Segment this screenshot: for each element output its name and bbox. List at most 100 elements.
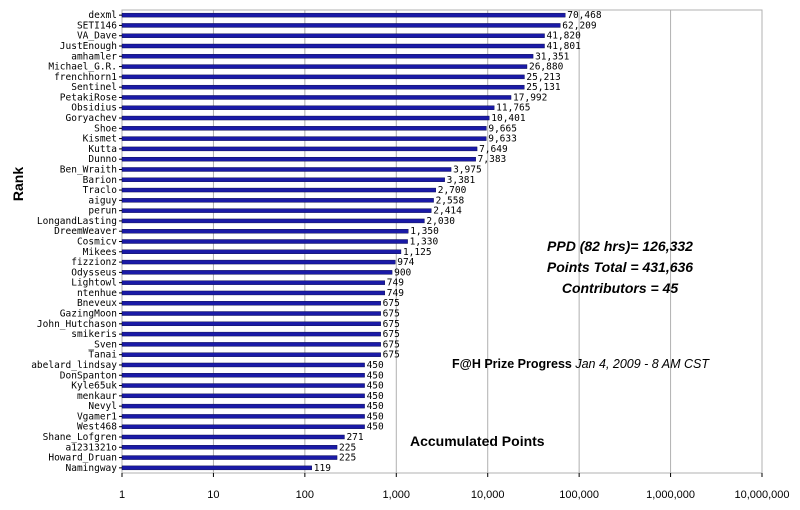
value-label: 70,468: [567, 10, 602, 21]
category-label: Goryachev: [66, 113, 118, 124]
bar: [121, 414, 365, 419]
value-label: 2,414: [433, 206, 462, 217]
category-label: Namingway: [66, 463, 118, 474]
value-label: 41,820: [547, 31, 582, 42]
category-label: menkaur: [77, 391, 117, 402]
category-label: a1231321o: [66, 442, 118, 453]
category-label: John_Hutchason: [37, 319, 117, 330]
category-label: GazingMoon: [60, 309, 117, 320]
bar: [121, 208, 432, 213]
value-label: 3,975: [453, 164, 482, 175]
bar: [121, 259, 396, 265]
x-tick-label: 10,000,000: [734, 489, 789, 501]
category-label: amhamler: [71, 51, 117, 62]
bar: [121, 331, 381, 337]
x-tick-label: 1: [119, 489, 125, 501]
chart-subtitle: Accumulated Points: [410, 433, 545, 449]
category-label: Kutta: [88, 144, 117, 155]
bar: [121, 342, 381, 347]
bar: [121, 84, 525, 90]
category-label: Bneveux: [77, 298, 117, 309]
value-label: 749: [387, 288, 404, 299]
category-label: Michael_G.R.: [48, 62, 117, 73]
value-label: 450: [367, 360, 384, 371]
value-label: 41,801: [547, 41, 582, 52]
category-label: aiguy: [88, 195, 117, 206]
value-label: 675: [383, 329, 400, 340]
value-label: 2,700: [438, 185, 467, 196]
bar: [121, 445, 338, 450]
category-label: dexml: [88, 10, 117, 21]
bar: [121, 465, 312, 471]
category-label: Vgamer1: [77, 411, 117, 422]
value-label: 3,381: [447, 175, 476, 186]
value-labels: 70,46862,20941,82041,80131,35126,88025,2…: [314, 10, 602, 474]
category-label: fizzionz: [71, 257, 117, 268]
ppd-text: PPD (82 hrs)= 126,332: [547, 238, 693, 254]
bar: [121, 95, 512, 100]
bar-series: [121, 12, 566, 471]
category-label: Kismet: [83, 134, 117, 145]
bar: [121, 126, 487, 131]
category-label: Lightowl: [71, 278, 117, 289]
x-tick-label: 1,000: [383, 489, 411, 501]
bar: [121, 177, 445, 182]
category-label: Howard_Druan: [48, 453, 117, 464]
y-axis-label: Rank: [10, 167, 26, 201]
contributors-text: Contributors = 45: [561, 280, 679, 296]
bar: [121, 424, 365, 429]
bar: [121, 362, 365, 368]
category-label: Tanai: [88, 350, 117, 361]
bar: [121, 403, 365, 409]
value-label: 2,030: [426, 216, 455, 227]
category-label: smikeris: [71, 329, 117, 340]
value-label: 900: [394, 267, 411, 278]
bar: [121, 74, 525, 80]
category-label: Mikees: [83, 247, 117, 258]
value-label: 7,383: [478, 154, 507, 165]
bar: [121, 156, 476, 162]
category-label: SETI146: [77, 20, 117, 31]
category-label: ntenhue: [77, 288, 117, 299]
value-label: 7,649: [479, 144, 508, 155]
bar: [121, 12, 566, 18]
bar: [121, 311, 381, 316]
value-label: 62,209: [562, 20, 597, 31]
value-label: 450: [367, 391, 384, 402]
bar: [121, 198, 434, 203]
value-label: 450: [367, 422, 384, 433]
value-label: 1,350: [410, 226, 439, 237]
category-label: VA_Dave: [77, 31, 117, 42]
value-label: 675: [383, 319, 400, 330]
bar: [121, 383, 365, 388]
bar: [121, 105, 495, 110]
bar: [121, 290, 386, 296]
bar: [121, 218, 425, 224]
category-label: Ben_Wraith: [60, 164, 117, 175]
value-label: 450: [367, 370, 384, 381]
category-label: _Sven: [88, 339, 117, 350]
value-label: 749: [387, 278, 404, 289]
value-label: 1,330: [410, 237, 439, 248]
bar: [121, 393, 365, 399]
bar: [121, 352, 381, 357]
value-label: 26,880: [529, 62, 564, 73]
value-label: 974: [397, 257, 414, 268]
bar: [121, 23, 561, 28]
category-label: Obsidius: [71, 103, 117, 114]
chart-title-bold: F@H Prize Progress: [452, 357, 572, 371]
bar: [121, 229, 409, 234]
value-label: 675: [383, 309, 400, 320]
bar: [121, 434, 345, 440]
value-label: 450: [367, 401, 384, 412]
chart-title-date: Jan 4, 2009 - 8 AM CST: [575, 357, 709, 371]
bar: [121, 280, 386, 285]
value-label: 10,401: [491, 113, 526, 124]
x-tick-label: 1,000,000: [646, 489, 695, 501]
category-label: perun: [88, 206, 117, 217]
category-label: Traclo: [83, 185, 118, 196]
chart-title: F@H Prize Progress Jan 4, 2009 - 8 AM CS…: [452, 357, 709, 371]
category-label: Dunno: [88, 154, 117, 165]
value-label: 450: [367, 411, 384, 422]
